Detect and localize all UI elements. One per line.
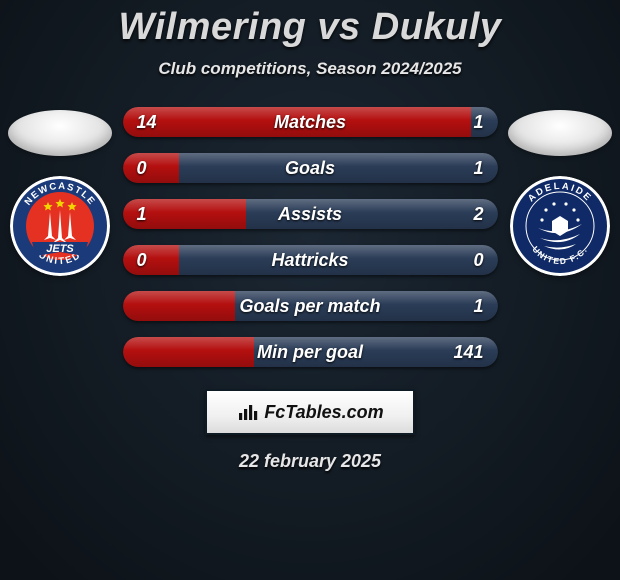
stat-bar-right-segment [471, 107, 497, 137]
stat-bar-left-segment [123, 199, 247, 229]
stat-bar-row: Hattricks00 [123, 245, 498, 275]
stat-bar-row: Goals per match1 [123, 291, 498, 321]
svg-text:JETS: JETS [46, 243, 74, 255]
stat-bar-left-segment [123, 291, 236, 321]
stat-bar-row: Matches141 [123, 107, 498, 137]
stat-bar-row: Min per goal141 [123, 337, 498, 367]
stat-bars-container: Matches141 Goals01 Assists12 Hattricks00 Goa… [123, 107, 498, 367]
stat-bar-left-segment [123, 337, 254, 367]
bar-chart-icon [236, 400, 260, 424]
right-club-crest: ADELAIDE UNITED F.C. [510, 176, 610, 276]
plaque-label: FcTables.com [264, 402, 383, 423]
stat-bar-right-segment [179, 245, 498, 275]
page-title: Wilmering vs Dukuly [119, 6, 502, 49]
stat-bar-right-segment [254, 337, 498, 367]
date-label: 22 february 2025 [239, 451, 381, 472]
right-avatar-placeholder [508, 110, 612, 156]
stat-bar-row: Goals01 [123, 153, 498, 183]
adelaide-united-crest-icon: ADELAIDE UNITED F.C. [510, 176, 610, 276]
right-player-column: ADELAIDE UNITED F.C. [500, 110, 620, 276]
stat-bar-right-segment [246, 199, 497, 229]
stat-bar-left-segment [123, 107, 472, 137]
stat-bar-right-segment [235, 291, 498, 321]
left-player-column: NEWCASTLE UNITED [0, 110, 120, 276]
newcastle-jets-crest-icon: NEWCASTLE UNITED [10, 176, 110, 276]
stat-bar-left-segment [123, 153, 179, 183]
stat-bar-left-segment [123, 245, 179, 275]
page-subtitle: Club competitions, Season 2024/2025 [158, 59, 461, 79]
stat-bar-row: Assists12 [123, 199, 498, 229]
content-root: Wilmering vs Dukuly Club competitions, S… [0, 0, 620, 580]
fctables-plaque: FcTables.com [205, 389, 415, 435]
left-club-crest: NEWCASTLE UNITED [10, 176, 110, 276]
stat-bar-right-segment [179, 153, 498, 183]
left-avatar-placeholder [8, 110, 112, 156]
